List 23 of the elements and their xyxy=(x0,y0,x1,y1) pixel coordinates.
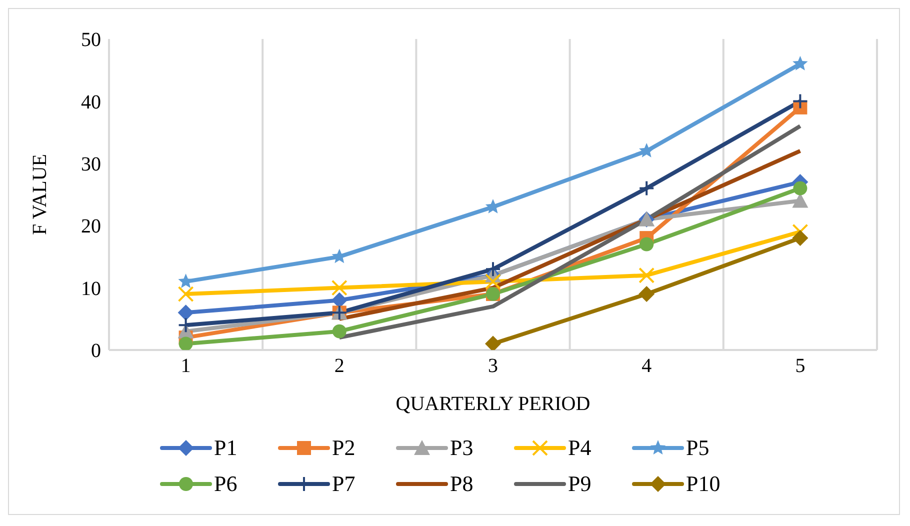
x-tick-label: 3 xyxy=(488,355,498,378)
x-tick-label: 2 xyxy=(334,355,344,378)
legend-label: P5 xyxy=(686,435,710,461)
y-tick-label: 50 xyxy=(81,29,101,52)
legend-label: P8 xyxy=(450,471,474,497)
legend-label: P4 xyxy=(568,435,592,461)
legend-label: P9 xyxy=(568,471,592,497)
y-tick-label: 20 xyxy=(81,216,101,238)
x-axis-title: QUARTERLY PERIOD xyxy=(396,393,590,415)
x-tick-label: 4 xyxy=(642,355,652,378)
legend-label: P2 xyxy=(332,435,356,461)
legend-label: P10 xyxy=(686,471,720,497)
legend-label: P3 xyxy=(450,435,474,461)
y-tick-label: 40 xyxy=(81,91,101,114)
y-axis-title: F VALUE xyxy=(29,154,52,235)
legend-label: P6 xyxy=(214,471,238,497)
y-tick-label: 10 xyxy=(81,278,101,300)
legend-label: P1 xyxy=(214,435,238,461)
legend-label: P7 xyxy=(332,471,356,497)
y-tick-label: 0 xyxy=(91,340,101,362)
x-tick-label: 1 xyxy=(180,355,191,378)
y-tick-label: 30 xyxy=(81,154,101,176)
x-tick-label: 5 xyxy=(795,355,806,378)
